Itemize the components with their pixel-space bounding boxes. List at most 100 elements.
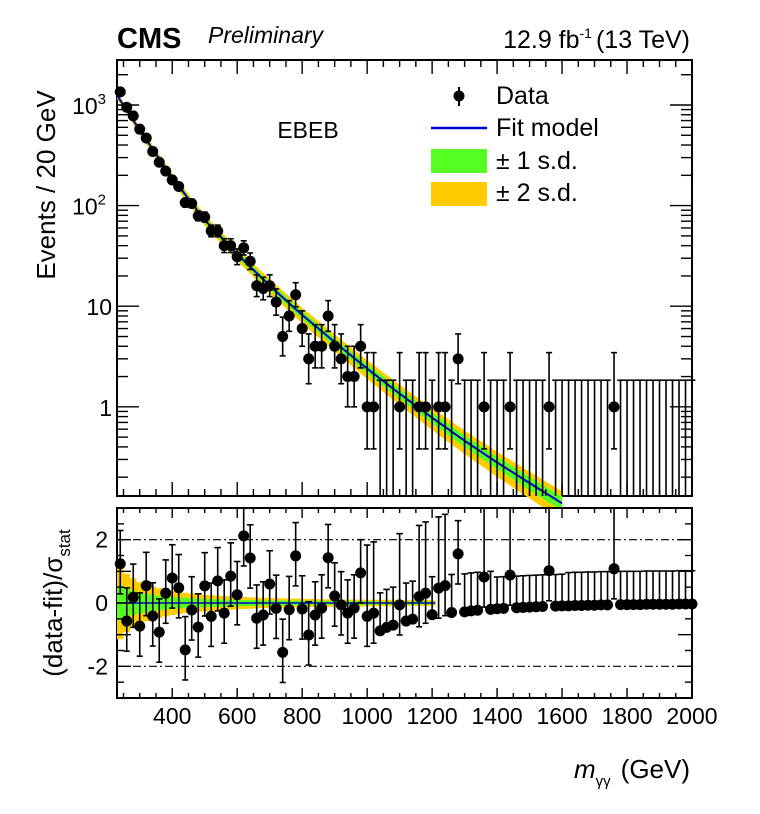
- pull-tick-label: -2: [88, 653, 108, 679]
- legend-data-marker: [453, 90, 465, 102]
- pull-marker: [121, 615, 133, 627]
- pull-point: [225, 542, 237, 607]
- pull-marker: [296, 603, 308, 615]
- data-point: [474, 379, 481, 496]
- pull-marker: [478, 571, 490, 583]
- pull-point: [218, 579, 230, 645]
- data-point: [571, 379, 579, 496]
- data-point: [597, 379, 605, 496]
- pull-point: [303, 600, 315, 666]
- pull-point: [452, 519, 464, 585]
- data-point: [231, 248, 243, 266]
- pull-point: [498, 575, 510, 614]
- pull-point: [504, 507, 516, 607]
- data-marker: [160, 165, 172, 177]
- data-point: [656, 379, 663, 496]
- x-tick-label: 1000: [342, 703, 393, 729]
- data-marker: [277, 331, 289, 343]
- data-point: [264, 273, 276, 298]
- pull-point: [446, 573, 458, 618]
- data-marker: [543, 401, 555, 413]
- data-point: [448, 379, 455, 496]
- data-point: [428, 379, 436, 496]
- pull-point: [348, 574, 360, 639]
- data-marker: [231, 251, 243, 263]
- data-marker: [127, 110, 139, 122]
- pull-point: [296, 574, 308, 640]
- pull-point: [608, 507, 620, 600]
- pull-point: [335, 570, 347, 636]
- x-tick-label: 1800: [601, 703, 652, 729]
- experiment-label: CMS: [117, 23, 181, 55]
- data-marker: [316, 340, 328, 352]
- pull-point: [257, 580, 269, 646]
- data-marker: [348, 371, 360, 383]
- pull-point: [212, 546, 224, 612]
- data-marker: [199, 211, 211, 223]
- pull-marker: [290, 550, 302, 562]
- y-tick-label: 103: [72, 91, 106, 119]
- data-point: [578, 379, 585, 496]
- pull-point: [264, 549, 276, 615]
- pull-marker: [244, 552, 256, 564]
- pull-marker: [160, 587, 172, 599]
- data-marker: [290, 289, 302, 301]
- data-marker: [420, 401, 432, 413]
- data-point: [368, 351, 380, 450]
- pull-point: [192, 593, 204, 658]
- data-point: [630, 379, 637, 496]
- pull-marker: [498, 602, 510, 614]
- pull-point: [290, 521, 302, 587]
- pull-point: [238, 507, 250, 567]
- pull-marker: [335, 599, 347, 611]
- data-point: [322, 299, 334, 333]
- data-marker: [452, 353, 464, 365]
- pull-marker: [394, 599, 406, 611]
- data-point: [532, 379, 540, 496]
- x-axis-title-sub: γγ: [596, 773, 612, 790]
- pull-marker: [173, 582, 185, 594]
- pull-point: [394, 532, 406, 636]
- data-point: [376, 379, 384, 496]
- pull-marker: [303, 629, 315, 641]
- lumi-energy: (13 TeV): [596, 26, 690, 54]
- y-tick-label: 1: [99, 395, 112, 421]
- pull-point: [329, 561, 341, 627]
- pull-point: [322, 523, 334, 589]
- pull-marker: [199, 580, 211, 592]
- pull-marker: [192, 621, 204, 633]
- pull-marker: [504, 569, 516, 581]
- data-marker: [303, 353, 315, 365]
- data-point: [140, 132, 152, 144]
- pull-marker: [186, 604, 198, 616]
- pull-point: [251, 584, 263, 650]
- data-point: [335, 333, 347, 385]
- lumi-label: 12.9 fb-1 (13 TeV): [503, 25, 690, 54]
- lower-ytick-labels: -2 0 2: [88, 527, 108, 680]
- pull-point: [205, 582, 217, 648]
- data-marker: [147, 145, 159, 157]
- x-tick-labels: 400 600 800 1000 1200 1400 1600 1800 2000: [153, 703, 718, 729]
- pull-marker: [537, 600, 549, 612]
- pull-marker: [309, 609, 321, 621]
- pull-marker: [218, 607, 230, 619]
- data-point: [539, 379, 546, 496]
- data-marker: [186, 197, 198, 209]
- pull-point: [316, 574, 328, 639]
- pull-point: [270, 574, 282, 640]
- data-point: [526, 379, 533, 496]
- data-point: [238, 240, 250, 256]
- pull-point: [309, 580, 321, 646]
- data-point: [147, 145, 159, 157]
- data-point: [675, 379, 683, 496]
- data-point: [160, 165, 172, 177]
- data-marker: [114, 86, 126, 98]
- data-point: [257, 276, 269, 301]
- data-marker: [322, 310, 334, 322]
- y-tick-label: 10: [86, 294, 112, 320]
- data-point: [617, 379, 624, 496]
- data-point: [173, 180, 185, 192]
- pull-marker: [452, 548, 464, 560]
- data-point: [348, 345, 360, 408]
- pull-point: [472, 571, 484, 616]
